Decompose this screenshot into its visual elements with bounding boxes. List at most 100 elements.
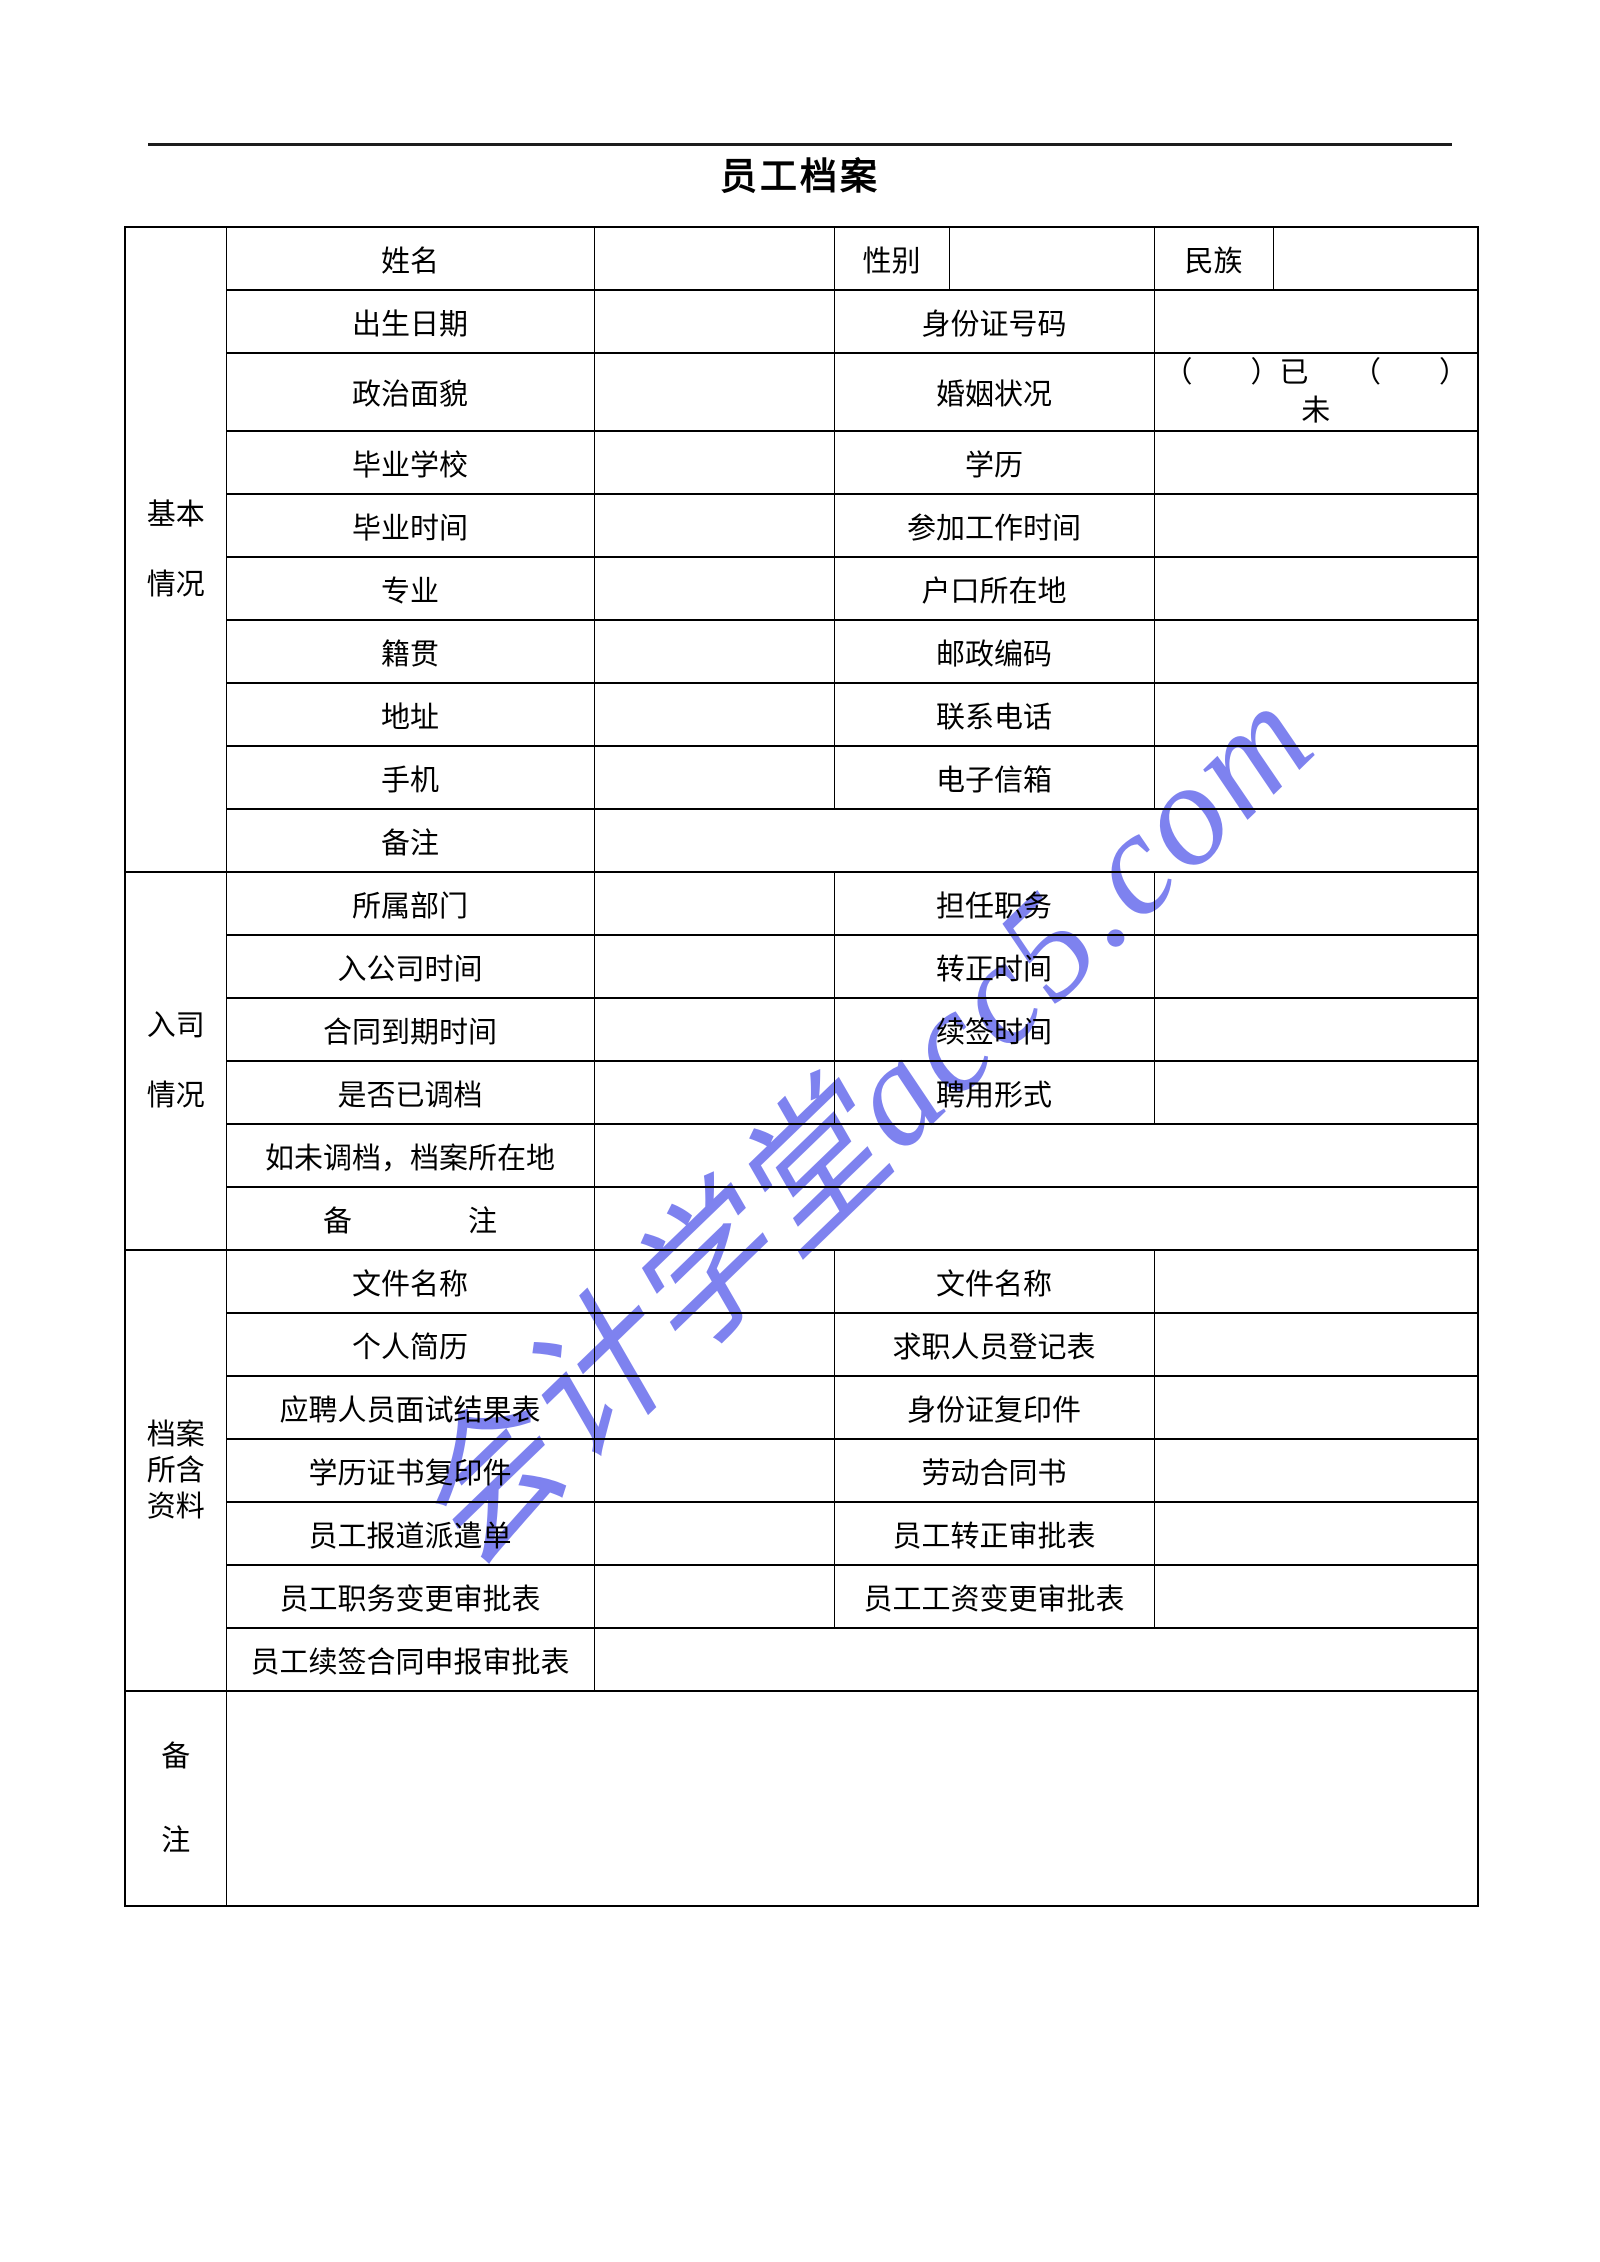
value-cell — [593, 289, 835, 354]
field-label-cell: 婚姻状况 — [833, 352, 1155, 432]
field-label-cell: 备 注 — [225, 1186, 595, 1251]
field-label-cell: 文件名称 — [225, 1249, 595, 1314]
section-label-remarks: 备 注 — [124, 1690, 227, 1907]
field-label-cell: 所属部门 — [225, 871, 595, 936]
value-cell — [593, 808, 1479, 873]
field-label-cell: 联系电话 — [833, 682, 1155, 747]
value-cell — [1153, 1375, 1479, 1440]
field-label-cell: 劳动合同书 — [833, 1438, 1155, 1503]
value-cell — [593, 1060, 835, 1125]
field-label-cell: 籍贯 — [225, 619, 595, 684]
field-label-cell: 手机 — [225, 745, 595, 810]
value-cell — [593, 493, 835, 558]
field-label-cell: 学历证书复印件 — [225, 1438, 595, 1503]
field-label-cell: 学历 — [833, 430, 1155, 495]
table-row: 毕业学校 学历 — [125, 430, 1479, 495]
value-cell — [1153, 1438, 1479, 1503]
value-cell — [593, 1123, 1479, 1188]
field-label-cell: 地址 — [225, 682, 595, 747]
value-cell — [1153, 430, 1479, 495]
value-cell — [593, 871, 835, 936]
field-label-cell: 身份证复印件 — [833, 1375, 1155, 1440]
field-label-cell: 出生日期 — [225, 289, 595, 354]
table-row: 如未调档，档案所在地 — [125, 1123, 1479, 1188]
field-label-cell: 邮政编码 — [833, 619, 1155, 684]
value-cell — [1153, 871, 1479, 936]
table-row: 入公司时间 转正时间 — [125, 934, 1479, 999]
value-cell — [593, 430, 835, 495]
section-label-basic-info: 基本 情况 — [124, 226, 227, 873]
field-label-cell: 政治面貌 — [225, 352, 595, 432]
field-label-cell: 电子信箱 — [833, 745, 1155, 810]
table-row: 备 注 — [125, 1186, 1479, 1251]
field-label-cell: 员工续签合同申报审批表 — [225, 1627, 595, 1692]
value-cell — [593, 619, 835, 684]
value-cell — [593, 997, 835, 1062]
value-cell — [1153, 934, 1479, 999]
field-label-cell: 身份证号码 — [833, 289, 1155, 354]
table-row: 个人简历 求职人员登记表 — [125, 1312, 1479, 1377]
table-row: 员工报道派遣单 员工转正审批表 — [125, 1501, 1479, 1566]
value-cell — [593, 934, 835, 999]
value-cell — [593, 352, 835, 432]
section-label-entry-info: 入司 情况 — [124, 871, 227, 1251]
value-cell — [948, 226, 1155, 291]
field-label-cell: 入公司时间 — [225, 934, 595, 999]
field-label-cell: 民族 — [1153, 226, 1274, 291]
value-cell — [1153, 1060, 1479, 1125]
value-cell — [1153, 1249, 1479, 1314]
value-cell — [593, 682, 835, 747]
field-label-cell: 续签时间 — [833, 997, 1155, 1062]
page-title: 员工档案 — [720, 157, 880, 198]
table-row: 地址 联系电话 — [125, 682, 1479, 747]
table-row: 备注 — [125, 808, 1479, 873]
horizontal-rule — [148, 143, 1452, 146]
value-cell — [593, 1627, 1479, 1692]
table-row: 合同到期时间 续签时间 — [125, 997, 1479, 1062]
value-cell — [1153, 1501, 1479, 1566]
value-cell — [1153, 1564, 1479, 1629]
field-label-cell: 员工转正审批表 — [833, 1501, 1155, 1566]
table-row: 应聘人员面试结果表 身份证复印件 — [125, 1375, 1479, 1440]
field-label-cell: 员工报道派遣单 — [225, 1501, 595, 1566]
field-label-cell: 员工职务变更审批表 — [225, 1564, 595, 1629]
table-row: 员工续签合同申报审批表 — [125, 1627, 1479, 1692]
value-cell — [593, 226, 835, 291]
value-cell — [1153, 1312, 1479, 1377]
value-cell — [593, 1312, 835, 1377]
field-label-cell: 参加工作时间 — [833, 493, 1155, 558]
table-row: 毕业时间 参加工作时间 — [125, 493, 1479, 558]
field-label-cell: 文件名称 — [833, 1249, 1155, 1314]
field-label-cell: 合同到期时间 — [225, 997, 595, 1062]
value-cell — [1153, 493, 1479, 558]
table-row: 备 注 — [124, 1690, 1479, 1907]
value-cell — [593, 1375, 835, 1440]
field-label-cell: 姓名 — [225, 226, 595, 291]
table-row: 基本 情况 姓名 性别 民族 — [124, 226, 1479, 873]
field-label-cell: 担任职务 — [833, 871, 1155, 936]
value-cell — [593, 1564, 835, 1629]
field-label-cell: 聘用形式 — [833, 1060, 1155, 1125]
field-label-cell: 应聘人员面试结果表 — [225, 1375, 595, 1440]
field-label-cell: 户口所在地 — [833, 556, 1155, 621]
value-cell — [225, 1690, 1479, 1907]
section-label-archive-contents: 档案 所含 资料 — [124, 1249, 227, 1692]
table-row: 出生日期 身份证号码 — [125, 289, 1479, 354]
field-label-cell: 毕业时间 — [225, 493, 595, 558]
value-cell — [593, 1249, 835, 1314]
value-cell — [1153, 289, 1479, 354]
table-row: 手机 电子信箱 — [125, 745, 1479, 810]
field-label-cell: 个人简历 — [225, 1312, 595, 1377]
field-label-cell: 性别 — [833, 226, 950, 291]
table-row: 员工职务变更审批表 员工工资变更审批表 — [125, 1564, 1479, 1629]
value-cell — [593, 1501, 835, 1566]
value-cell — [593, 1186, 1479, 1251]
field-label-cell: 如未调档，档案所在地 — [225, 1123, 595, 1188]
field-label-cell: 毕业学校 — [225, 430, 595, 495]
value-cell — [1153, 997, 1479, 1062]
field-label-cell: 求职人员登记表 — [833, 1312, 1155, 1377]
field-label-cell: 转正时间 — [833, 934, 1155, 999]
value-cell — [1153, 619, 1479, 684]
value-cell — [593, 745, 835, 810]
